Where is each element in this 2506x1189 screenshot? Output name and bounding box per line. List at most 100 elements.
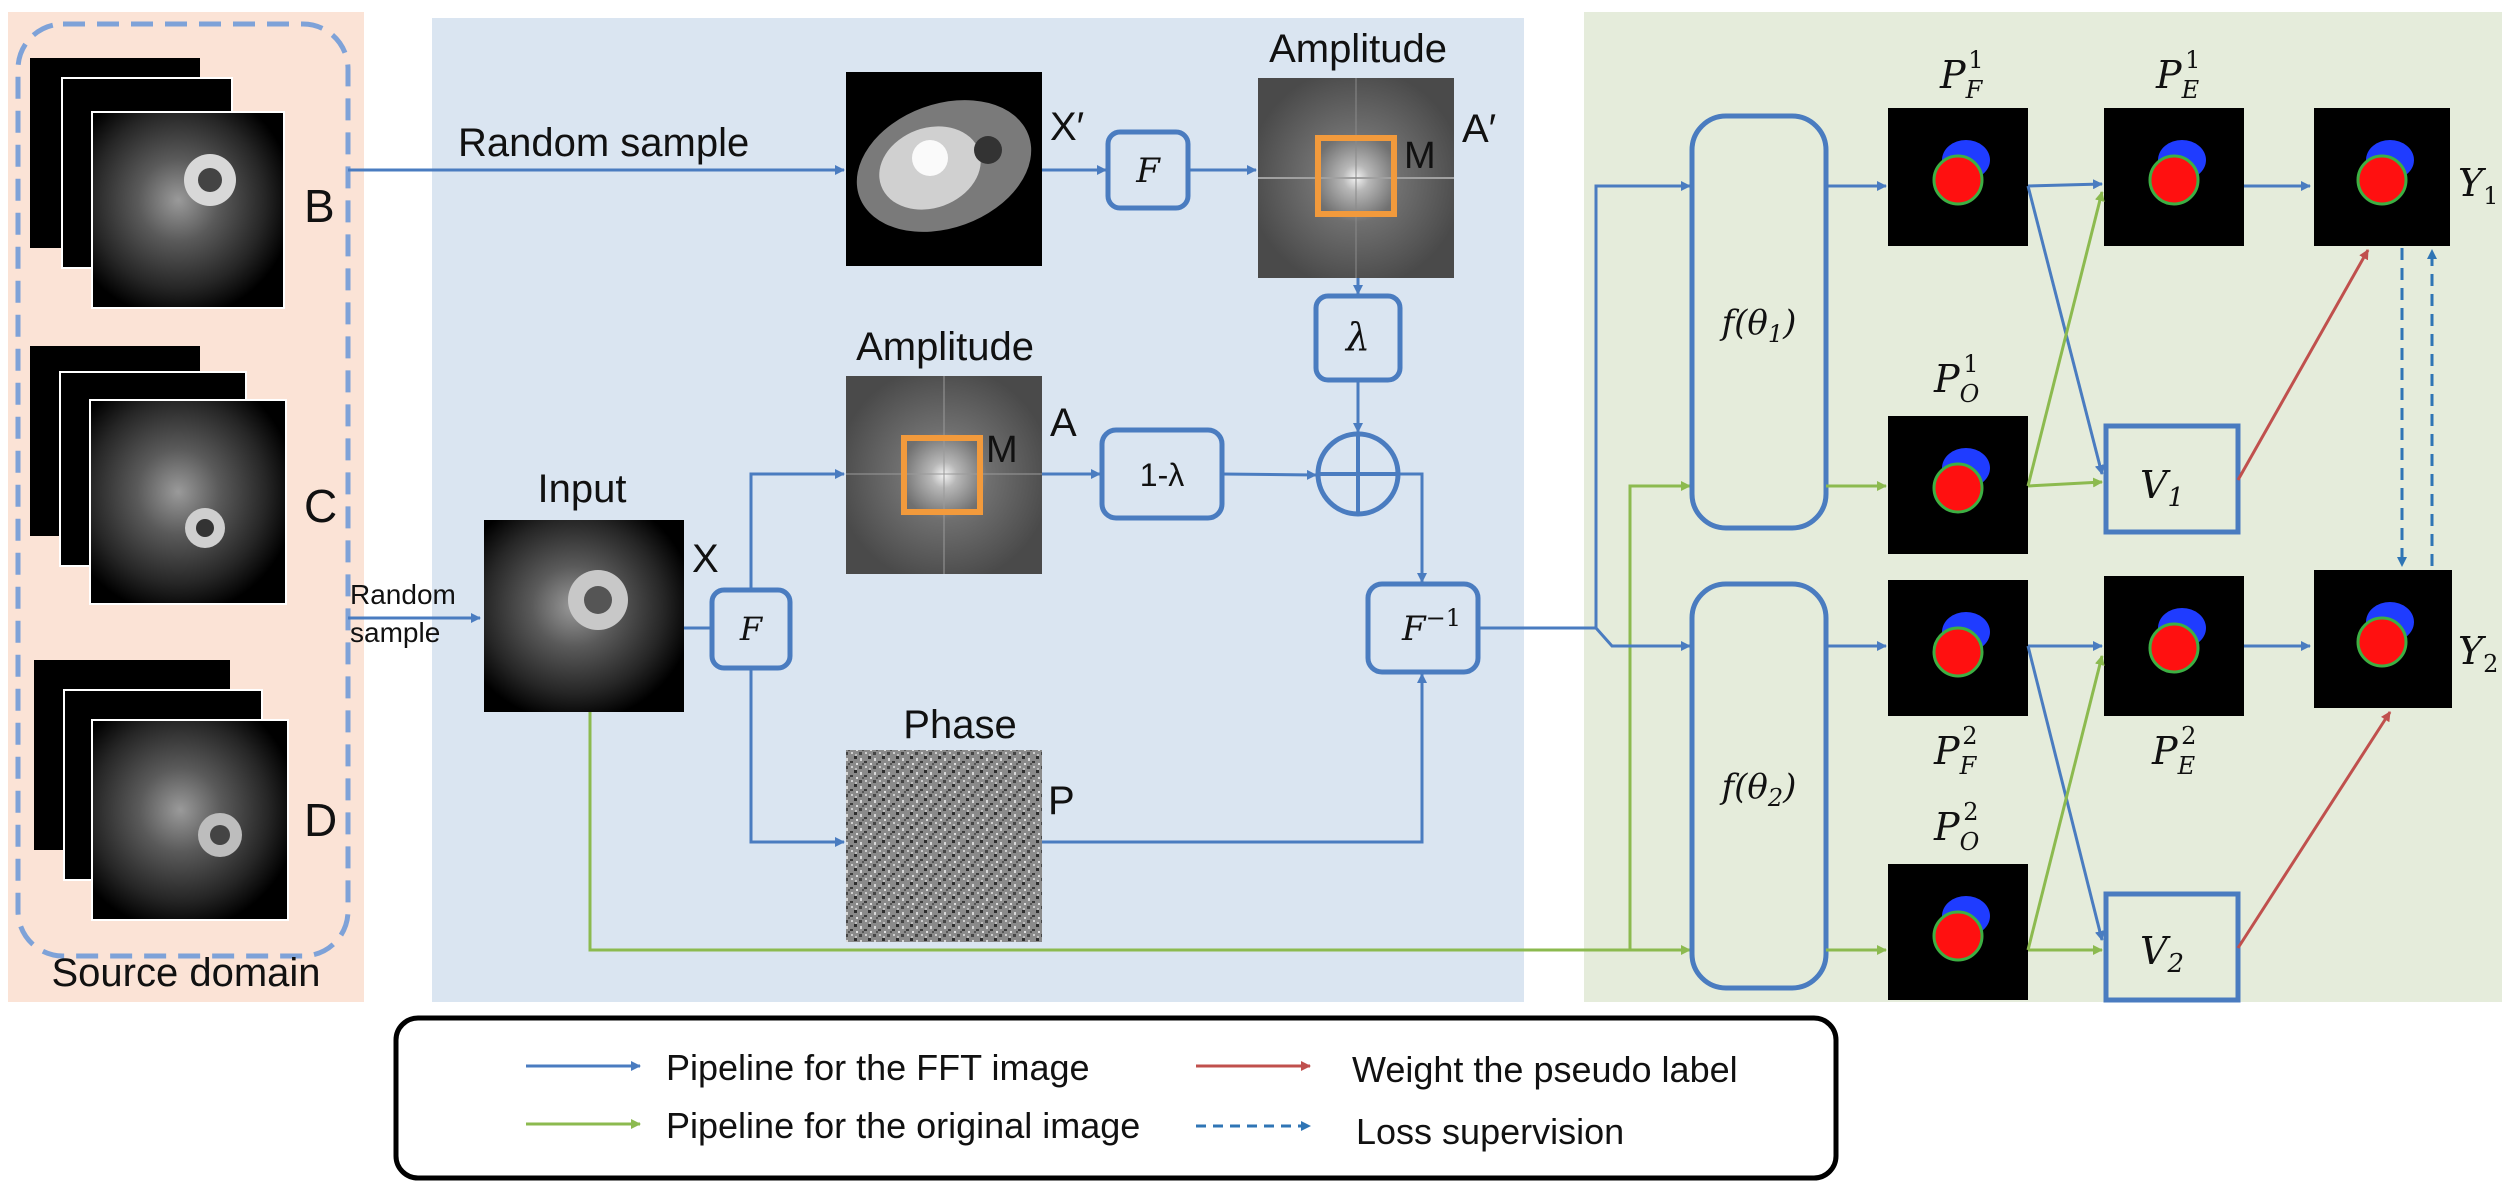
vote-v2 [2103, 891, 2241, 1003]
pf2-sup: 2 [1962, 722, 1977, 750]
arrow-pf2-to-v2 [2026, 645, 2105, 941]
blue-to-f2 [1594, 627, 1691, 651]
y2-base: Y [2458, 629, 2487, 673]
input-label: X [692, 537, 719, 581]
arrow-pf1-to-pe1 [2027, 179, 2103, 190]
seg-po1 [1888, 416, 2028, 554]
f2-base: f(θ [1719, 767, 1768, 807]
phase-label: P [1048, 779, 1075, 823]
label-po2: PO2 [1933, 798, 1980, 856]
amplitude-label: A [1050, 401, 1077, 445]
label-y1: Y1 [2458, 161, 2498, 210]
y2-sub: 2 [2483, 650, 2498, 678]
po2-base: P [1933, 805, 1961, 849]
stack-b-label: B [304, 180, 335, 232]
pe1-sub: E [2181, 76, 2200, 104]
model-f1 [1689, 113, 1829, 531]
seg-pe2 [2104, 576, 2244, 716]
pf1-sub: F [1965, 76, 1984, 104]
arrow-sum-to-ifft [1398, 472, 1427, 583]
amplitude-mask [901, 435, 983, 515]
amplitude-prime-mask-label: M [1404, 135, 1436, 177]
ifft-base: F [1401, 609, 1427, 649]
v2-base: V [2140, 929, 2171, 973]
po1-sup: 1 [1963, 350, 1978, 378]
seg-pe1 [2104, 108, 2244, 246]
stack-d: D [34, 660, 337, 921]
label-pe2: PE2 [2151, 722, 2196, 780]
label-y2: Y2 [2458, 629, 2498, 678]
label-po1: PO1 [1933, 350, 1980, 408]
arrow-po1-to-v1 [2027, 477, 2103, 488]
amplitude-title-top: Amplitude [1269, 27, 1447, 71]
v2-sub: 2 [2166, 949, 2184, 979]
po2-sub: O [1960, 828, 1980, 856]
arrow-phase-to-ifft [1042, 673, 1427, 844]
pe1-base: P [2155, 53, 2183, 97]
model-f2-label: f(θ2) [1719, 767, 1797, 812]
seg-y1 [2314, 108, 2450, 246]
vote-v1-label: V1 [2140, 463, 2184, 513]
lambda-box-label: λ [1344, 315, 1370, 359]
model-f2 [1689, 581, 1829, 991]
legend-box [393, 1015, 1839, 1181]
random-sample-label-top: Random sample [458, 121, 749, 165]
fft-box-mid-label: F [739, 610, 764, 648]
sum-node [1315, 431, 1401, 517]
amplitude-mask-label: M [986, 429, 1018, 471]
legend-weight-text: Weight the pseudo label [1352, 1049, 1738, 1090]
pe2-sub: E [2177, 752, 2196, 780]
green-input-to-f2 [588, 712, 1691, 955]
f2-close: ) [1782, 767, 1796, 807]
y1-sub: 1 [2483, 182, 2498, 210]
phase-title: Phase [903, 703, 1016, 747]
arrow-po2-to-pe2 [2026, 655, 2105, 951]
stack-d-label: D [304, 794, 337, 846]
stack-b: B [30, 58, 335, 309]
po1-base: P [1933, 357, 1961, 401]
arrow-pf1-to-v1 [2026, 185, 2105, 475]
xprime-label: X′ [1050, 105, 1084, 149]
arrow-fft-to-phase [749, 668, 845, 847]
random-sample-label-mid-1: Random [350, 579, 456, 610]
f2-sub: 2 [1767, 784, 1783, 812]
stack-c: C [30, 346, 337, 605]
model-f1-label: f(θ1) [1719, 303, 1797, 348]
amplitude-prime-label: A′ [1462, 107, 1496, 151]
seg-pf1 [1888, 108, 2028, 246]
arrow-one-minus-lambda-to-sum [1221, 469, 1317, 480]
stack-c-label: C [304, 480, 337, 532]
label-pf2: PF2 [1933, 722, 1978, 780]
source-dashed-boundary [15, 21, 351, 959]
ifft-sup: −1 [1426, 604, 1461, 632]
legend-fft-text: Pipeline for the FFT image [666, 1047, 1090, 1088]
pe2-base: P [2151, 729, 2179, 773]
one-minus-lambda-label: 1-λ [1140, 457, 1184, 493]
pe1-sup: 1 [2185, 46, 2200, 74]
v1-base: V [2140, 463, 2171, 507]
pf2-sub: F [1959, 752, 1978, 780]
xprime-image [846, 72, 1042, 266]
legend-loss-text: Loss supervision [1356, 1111, 1624, 1152]
f1-sub: 1 [1768, 320, 1783, 348]
seg-y2 [2314, 570, 2452, 708]
seg-pf2 [1888, 580, 2028, 716]
ifft-box-label: F−1 [1401, 604, 1461, 649]
fft-box-top-label: F [1135, 151, 1161, 191]
source-domain-caption: Source domain [51, 951, 320, 995]
phase-image [846, 750, 1042, 942]
arrow-v1-to-y1 [2236, 249, 2370, 481]
y1-base: Y [2458, 161, 2487, 205]
legend-orig-text: Pipeline for the original image [666, 1105, 1140, 1146]
arrow-v2-to-y2 [2236, 711, 2392, 949]
input-title: Input [538, 467, 627, 511]
pe2-sup: 2 [2181, 722, 2196, 750]
arrow-po1-to-pe1 [2026, 191, 2105, 487]
seg-po2 [1888, 864, 2028, 1000]
v1-sub: 1 [2167, 483, 2184, 513]
green-branch-to-f1 [1628, 481, 1691, 950]
blue-to-f1 [1594, 181, 1691, 628]
pf1-sup: 1 [1968, 46, 1983, 74]
arrow-fft-to-amplitude [749, 469, 845, 590]
